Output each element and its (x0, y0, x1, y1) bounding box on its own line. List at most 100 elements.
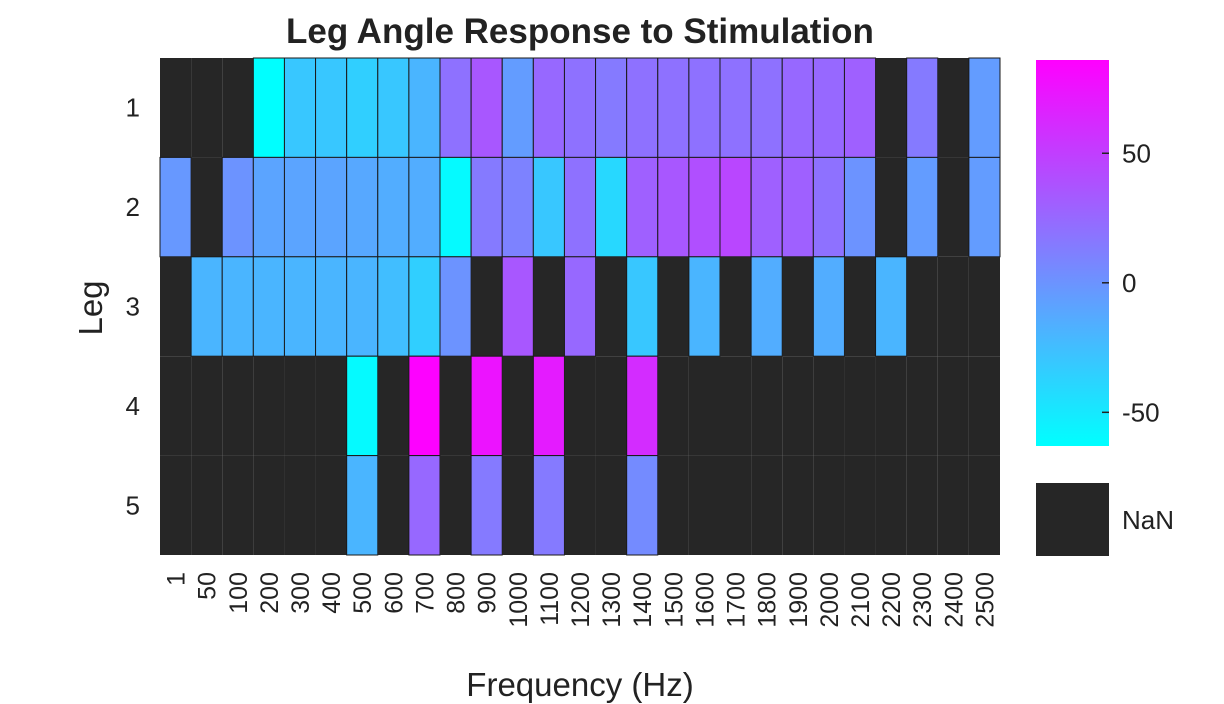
heatmap-cell (191, 356, 223, 456)
heatmap-cell (377, 156, 410, 258)
heatmap-cell (626, 355, 659, 457)
heatmap-cell (968, 455, 1000, 555)
heatmap-cell (719, 57, 752, 158)
heatmap-cell (782, 256, 814, 357)
heatmap-cell (782, 455, 814, 555)
heatmap-cell (657, 256, 689, 357)
x-tick-label: 400 (318, 572, 346, 614)
heatmap-cell (377, 455, 409, 555)
x-axis-label: Frequency (Hz) (466, 666, 693, 703)
heatmap-cell (190, 256, 223, 357)
heatmap-cell (346, 156, 379, 258)
x-tick-label: 100 (225, 572, 253, 614)
y-tick-labels: 1 2 3 4 5 (126, 93, 140, 521)
heatmap-cell (222, 356, 254, 456)
heatmap-cell (720, 256, 752, 357)
heatmap-cell (470, 355, 503, 457)
heatmap-cell (750, 256, 783, 357)
heatmap-cell (968, 356, 1000, 456)
heatmap-cell (160, 256, 192, 357)
heatmap-cell (563, 156, 597, 258)
heatmap-cell (626, 156, 659, 258)
heatmap-cell (346, 355, 379, 457)
heatmap-cell (501, 57, 534, 158)
heatmap-cell (875, 356, 907, 456)
heatmap-cell (595, 256, 627, 357)
heatmap-cell (657, 156, 690, 258)
heatmap-cell (720, 455, 752, 555)
heatmap-cell (159, 156, 192, 258)
heatmap-cell (906, 156, 939, 258)
heatmap-cell (812, 57, 845, 158)
heatmap-cell (750, 156, 783, 258)
x-tick-label: 1 (163, 572, 191, 586)
heatmap-cell (408, 256, 441, 357)
heatmap-cell (315, 356, 347, 456)
heatmap-cell (564, 455, 596, 555)
heatmap-cell (408, 455, 441, 556)
heatmap-cell (843, 57, 877, 158)
heatmap-cell (844, 256, 876, 357)
heatmap-cell (222, 58, 254, 158)
heatmap-cell (439, 256, 472, 357)
heatmap-cell (160, 356, 192, 456)
x-tick-label: 50 (194, 572, 222, 600)
x-tick-label: 1000 (505, 572, 533, 628)
y-tick-label: 2 (126, 192, 140, 222)
heatmap-cell (315, 256, 348, 357)
heatmap-cell (532, 355, 565, 457)
y-tick-label: 4 (126, 391, 140, 421)
colorbar-tick-label: 50 (1122, 138, 1151, 168)
heatmap-cell (283, 256, 317, 357)
colorbar (1036, 60, 1109, 446)
heatmap-cell (626, 57, 659, 158)
heatmap-cell (906, 356, 938, 456)
heatmap-cell (346, 455, 379, 556)
heatmap-cell (719, 156, 752, 258)
heatmap-cell (813, 356, 845, 456)
colorbar-tick-label: 0 (1122, 268, 1136, 298)
heatmap-cell (191, 58, 223, 158)
heatmap-cell (191, 157, 223, 257)
heatmap-cell (221, 256, 254, 357)
heatmap-cell (563, 256, 597, 357)
heatmap-cell (377, 256, 410, 357)
heatmap-cell (501, 256, 534, 357)
heatmap-cell (315, 57, 348, 158)
heatmap-cell (253, 455, 285, 555)
heatmap-cell (439, 57, 472, 158)
heatmap-cell (284, 356, 316, 456)
heatmap-cell (253, 356, 285, 456)
heatmap-cell (906, 455, 938, 555)
heatmap-cell (751, 356, 783, 456)
x-tick-label: 1100 (536, 572, 564, 626)
nan-swatch (1036, 483, 1109, 556)
heatmap-cell (906, 256, 938, 357)
heatmap-cell (315, 156, 348, 258)
heatmap-cell (533, 256, 565, 357)
x-tick-label: 1600 (691, 572, 719, 628)
heatmap-cell (751, 455, 783, 555)
x-tick-label: 800 (443, 572, 471, 614)
heatmap-cell (160, 455, 192, 555)
heatmap-cell (252, 256, 285, 357)
heatmap-cell (875, 157, 907, 257)
heatmap-cell (222, 455, 254, 555)
heatmap-cell (284, 455, 316, 555)
heatmap-cell (688, 455, 720, 555)
x-tick-label: 1700 (723, 572, 751, 628)
heatmap-cell (875, 256, 908, 357)
x-tick-label: 2500 (971, 572, 999, 628)
heatmap-cell (968, 156, 1001, 258)
heatmap-cell (346, 57, 379, 158)
heatmap-cell (812, 156, 845, 258)
heatmap-cell (252, 156, 285, 258)
x-tick-label: 2200 (878, 572, 906, 628)
heatmap-cell (564, 356, 596, 456)
heatmap-cell (440, 455, 472, 555)
heatmap-cell (813, 455, 845, 555)
heatmap-cell (968, 57, 1001, 158)
heatmap-cell (937, 256, 969, 357)
heatmap-cell (408, 156, 441, 258)
heatmap-cell (626, 256, 659, 357)
